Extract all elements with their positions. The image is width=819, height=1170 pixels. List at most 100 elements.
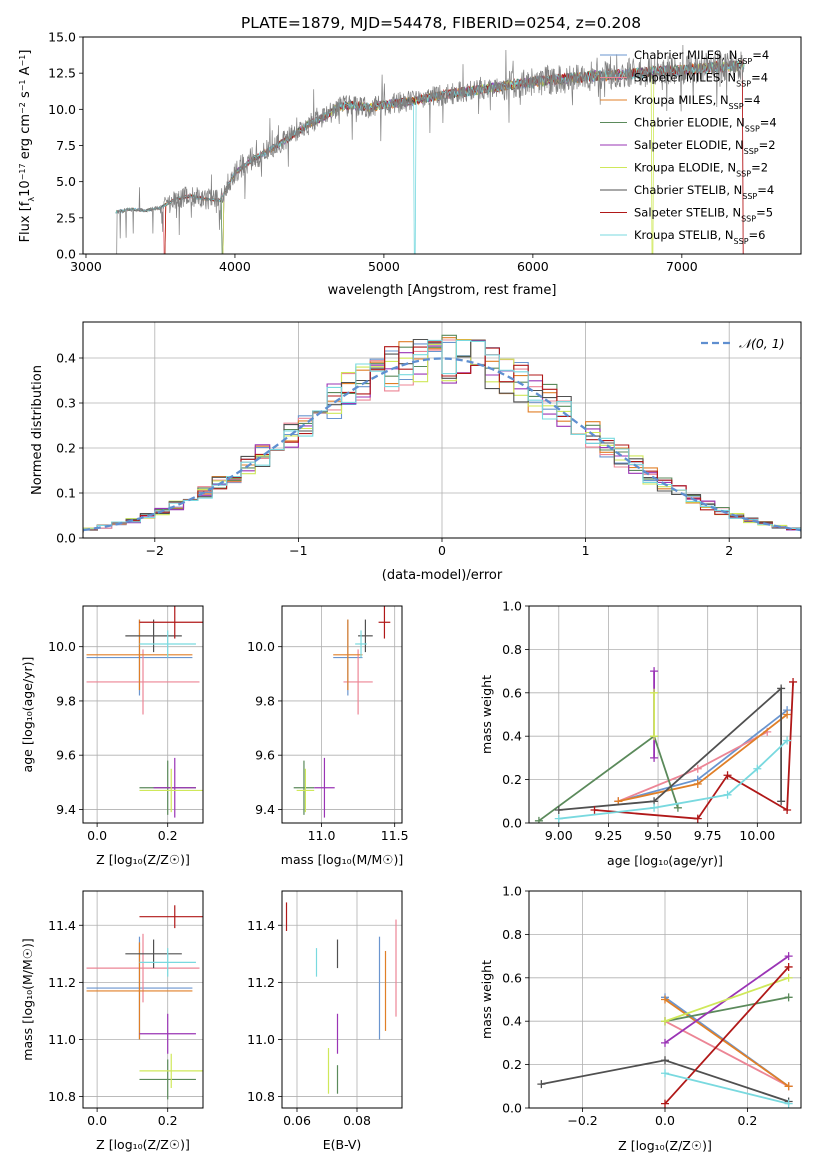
y-tick-label: 7.5 [56,138,76,153]
y-tick-label: 11.2 [48,975,76,990]
y-axis-label: mass [log₁₀(M/M☉)] [20,938,35,1060]
mass-weight-marker [784,962,793,971]
mass-weight-marker [534,816,543,823]
x-tick-label: 0 [438,543,446,558]
mass-weight-marker [650,732,659,741]
y-axis-label: mass weight [479,960,494,1039]
x-tick-label: −1 [289,543,307,558]
x-axis-label: Z [log₁₀(Z/Z☉)] [96,852,190,867]
x-tick-label: 0.0 [87,828,107,843]
legend-label: Kroupa ELODIE, NSSP=2 [634,161,768,179]
axes-frame [82,321,802,539]
x-tick-label: 9.00 [545,828,573,843]
mass-weight-marker [783,710,792,719]
y-tick-label: 1.0 [502,884,522,899]
y-tick-label: 0.8 [502,927,522,942]
mass-weight-vs-age-panel: 9.00 9.25 9.50 9.75 10.00 0.0 0.2 0.4 0.6 0.8 1.0 a… [479,599,802,868]
y-tick-label: 0.0 [56,247,76,262]
x-tick-label: −0.2 [567,1113,597,1128]
age-vs-mass-panel: 11.0 11.5 9.4 9.6 9.8 10.0 mass [log₁₀(M/M☉)] [247,605,409,867]
x-tick-label: 6000 [517,259,549,274]
axes-frame [281,890,403,1109]
y-tick-label: 12.5 [48,66,76,81]
x-tick-label: 5000 [368,259,400,274]
mass-weight-marker [777,797,786,806]
y-tick-label: 9.6 [255,748,275,763]
legend-label: Chabrier ELODIE, NSSP=4 [634,116,777,134]
y-tick-label: 9.6 [56,748,76,763]
clip-group [534,667,798,823]
x-tick-label: 1 [582,543,590,558]
spectrum-panel: 3000 4000 5000 6000 7000 0.0 2.5 5.0 7.5 10.0 12.5… [18,30,802,298]
mass-weight-marker [673,803,682,812]
x-axis-label: Z [log₁₀(Z/Z☉)] [618,1138,712,1153]
legend-label: Salpeter ELODIE, NSSP=2 [634,138,776,156]
mass-vs-metallicity-panel: 0.0 0.2 10.8 11.0 11.2 11.4 Z [log₁₀(Z/Z☉)] mas… [20,890,204,1152]
x-tick-label: 11.5 [381,828,409,843]
mass-weight-line [664,996,789,1023]
y-tick-label: 10.8 [247,1089,275,1104]
y-tick-label: 0.2 [502,772,522,787]
y-tick-label: 11.0 [48,1032,76,1047]
x-axis-label: wavelength [Angstrom, rest frame] [328,283,557,298]
y-tick-label: 0.0 [56,531,76,546]
axes-frame [82,605,204,824]
mass-weight-marker [661,1038,669,1047]
y-tick-label: 0.8 [502,642,522,657]
clip-group [293,606,391,818]
x-tick-label: 11.0 [308,828,336,843]
legend-label: 𝒩(0, 1) [739,336,785,351]
mass-weight-marker [723,790,732,799]
mass-weight-marker [753,764,762,773]
y-tick-label: 0.4 [502,729,522,744]
mass-weight-marker [661,1069,669,1078]
y-axis-label: Normed distribution [30,365,45,495]
y-tick-label: 2.5 [56,210,76,225]
mass-weight-marker [693,814,702,823]
x-axis-label: Z [log₁₀(Z/Z☉)] [96,1137,190,1152]
y-axis-label: mass weight [479,675,494,754]
mass-weight-line [664,966,790,1105]
x-tick-label: 10.00 [739,828,775,843]
residual-histogram-panel: −2 −1 0 1 2 0.0 0.1 0.2 0.3 0.4 𝒩(0, 1) (data-model… [30,321,802,583]
mass-weight-marker [661,1099,669,1108]
legend-label: Salpeter MILES, NSSP=4 [634,71,768,89]
legend-label: Kroupa STELIB, NSSP=6 [634,228,765,246]
y-tick-label: 0.6 [502,970,522,985]
y-tick-label: 0.2 [56,441,76,456]
x-tick-label: 0.0 [87,1113,107,1128]
mass-weight-marker [783,736,792,745]
y-tick-label: 1.0 [502,599,522,614]
mass-weight-marker [650,753,659,762]
y-tick-label: 10.0 [247,639,275,654]
y-tick-label: 0.1 [56,486,76,501]
mass-weight-marker [661,995,669,1004]
mass-weight-marker [784,1099,793,1108]
legend-label: Chabrier STELIB, NSSP=4 [634,183,774,201]
clip-group [86,905,203,1100]
mass-weight-marker [650,667,659,676]
y-tick-label: 0.4 [56,351,76,366]
clip-group [115,44,745,254]
mass-weight-marker [537,1080,546,1089]
x-tick-label: 9.75 [694,828,722,843]
mass-weight-marker [783,805,792,814]
y-tick-label: 11.4 [48,918,76,933]
x-tick-label: 0.0 [655,1113,675,1128]
gaussian-reference-curve [83,357,801,532]
y-tick-label: 0.3 [56,396,76,411]
x-tick-label: 3000 [70,259,102,274]
x-tick-label: 9.50 [644,828,672,843]
mass-weight-marker [661,1017,669,1026]
y-tick-label: 11.4 [247,918,275,933]
mass-weight-marker [693,764,702,773]
plot-title: PLATE=1879, MJD=54478, FIBERID=0254, z=0… [241,14,641,32]
mass-weight-marker [650,803,659,812]
legend-label: Chabrier MILES, NSSP=4 [634,48,769,66]
clip-group [285,902,397,1094]
x-axis-label: mass [log₁₀(M/M☉)] [281,852,403,867]
mass-weight-marker [784,993,793,1002]
observed-spectrum-line [115,44,745,254]
age-vs-metallicity-panel: 0.0 0.2 9.4 9.6 9.8 10.0 Z [log₁₀(Z/Z☉)] age [l… [20,605,204,867]
mass-weight-marker [554,814,563,823]
